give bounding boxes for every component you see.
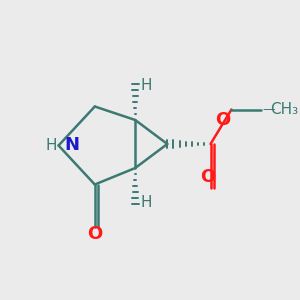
Text: N: N	[64, 136, 79, 154]
Text: H: H	[141, 195, 152, 210]
Text: O: O	[215, 111, 230, 129]
Text: O: O	[200, 168, 215, 186]
Text: CH₃: CH₃	[271, 102, 298, 117]
Text: H: H	[46, 138, 57, 153]
Text: H: H	[141, 78, 152, 93]
Text: —: —	[262, 103, 274, 116]
Text: O: O	[87, 225, 102, 243]
